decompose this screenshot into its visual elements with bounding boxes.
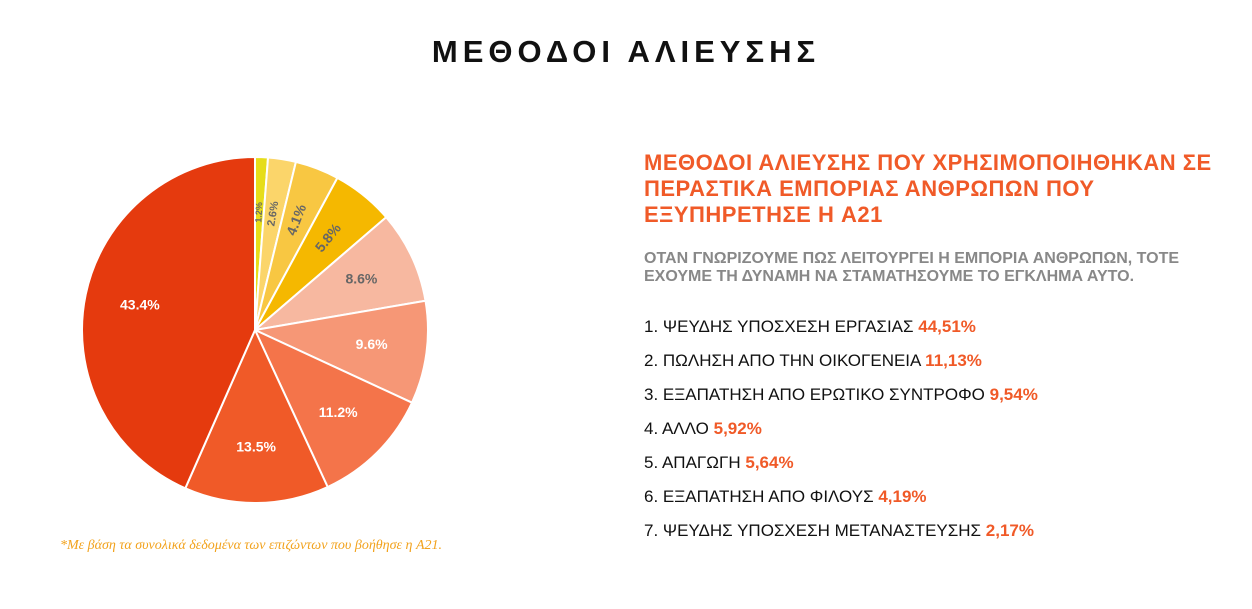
pie-slice-label: 13.5% [236, 438, 276, 454]
pie-slice-label: 8.6% [345, 271, 377, 287]
page-title: ΜΕΘΟΔΟΙ ΑΛΙΕΥΣΗΣ [431, 34, 821, 69]
section-subtitle: ΜΕΘΟΔΟΙ ΑΛΙΕΥΣΗΣ ΠΟΥ ΧΡΗΣΙΜΟΠΟΙΗΘΗΚΑΝ ΣΕ… [644, 150, 1212, 227]
method-label: 6. ΕΞΑΠΑΤΗΣΗ ΑΠΟ ΦΙΛΟΥΣ [644, 487, 874, 506]
method-item: 5. ΑΠΑΓΩΓΗ 5,64% [644, 446, 1224, 480]
pie-slice [251, 299, 429, 405]
pie-slice-label: 9.6% [356, 336, 388, 352]
footnote: *Με βάση τα συνολικά δεδομένα των επιζών… [60, 538, 442, 553]
method-label: 3. ΕΞΑΠΑΤΗΣΗ ΑΠΟ ΕΡΩΤΙΚΟ ΣΥΝΤΡΟΦΟ [644, 385, 985, 404]
pie-slice [81, 155, 256, 490]
pie-slice [252, 327, 414, 489]
method-item: 4. ΑΛΛΟ 5,92% [644, 412, 1224, 446]
method-item: 7. ΨΕΥΔΗΣ ΥΠΟΣΧΕΣΗ ΜΕΤΑΝΑΣΤΕΥΣΗΣ 2,17% [644, 514, 1224, 548]
tagline: ΟΤΑΝ ΓΝΩΡΙΖΟΥΜΕ ΠΩΣ ΛΕΙΤΟΥΡΓΕΙ Η ΕΜΠΟΡΙΑ… [644, 250, 1180, 285]
method-percent: 4,19% [878, 487, 927, 506]
method-label: 2. ΠΩΛΗΣΗ ΑΠΟ ΤΗΝ ΟΙΚΟΓΕΝΕΙΑ [644, 351, 921, 370]
methods-list: 1. ΨΕΥΔΗΣ ΥΠΟΣΧΕΣΗ ΕΡΓΑΣΙΑΣ 44,51% 2. ΠΩ… [644, 310, 1224, 548]
pie-slice [251, 215, 427, 332]
method-label: 4. ΑΛΛΟ [644, 419, 709, 438]
method-label: 5. ΑΠΑΓΩΓΗ [644, 453, 741, 472]
method-item: 3. ΕΞΑΠΑΤΗΣΗ ΑΠΟ ΕΡΩΤΙΚΟ ΣΥΝΤΡΟΦΟ 9,54% [644, 378, 1224, 412]
pie-chart: 1.2% 2.6% 4.1%5.8%8.6%9.6%11.2%13.5%43.4% [81, 155, 429, 504]
pie-slice-label: 43.4% [120, 296, 160, 312]
method-percent: 11,13% [925, 351, 982, 370]
pie-slice-label: 1.2% [253, 202, 264, 223]
method-item: 2. ΠΩΛΗΣΗ ΑΠΟ ΤΗΝ ΟΙΚΟΓΕΝΕΙΑ 11,13% [644, 344, 1224, 378]
pie-slice-label: 2.6% [265, 200, 281, 227]
pie-slice-label: 11.2% [319, 404, 358, 420]
method-percent: 2,17% [985, 521, 1034, 540]
method-percent: 44,51% [918, 317, 976, 336]
method-label: 1. ΨΕΥΔΗΣ ΥΠΟΣΧΕΣΗ ΕΡΓΑΣΙΑΣ [644, 317, 914, 336]
pie-slice [183, 327, 330, 504]
method-item: 6. ΕΞΑΠΑΤΗΣΗ ΑΠΟ ΦΙΛΟΥΣ 4,19% [644, 480, 1224, 514]
method-label: 7. ΨΕΥΔΗΣ ΥΠΟΣΧΕΣΗ ΜΕΤΑΝΑΣΤΕΥΣΗΣ [644, 521, 982, 540]
method-percent: 5,92% [713, 419, 762, 438]
method-percent: 9,54% [989, 385, 1038, 404]
method-item: 1. ΨΕΥΔΗΣ ΥΠΟΣΧΕΣΗ ΕΡΓΑΣΙΑΣ 44,51% [644, 310, 1224, 344]
info-panel: ΜΕΘΟΔΟΙ ΑΛΙΕΥΣΗΣ ΠΟΥ ΧΡΗΣΙΜΟΠΟΙΗΘΗΚΑΝ ΣΕ… [644, 150, 1224, 548]
method-percent: 5,64% [745, 453, 794, 472]
